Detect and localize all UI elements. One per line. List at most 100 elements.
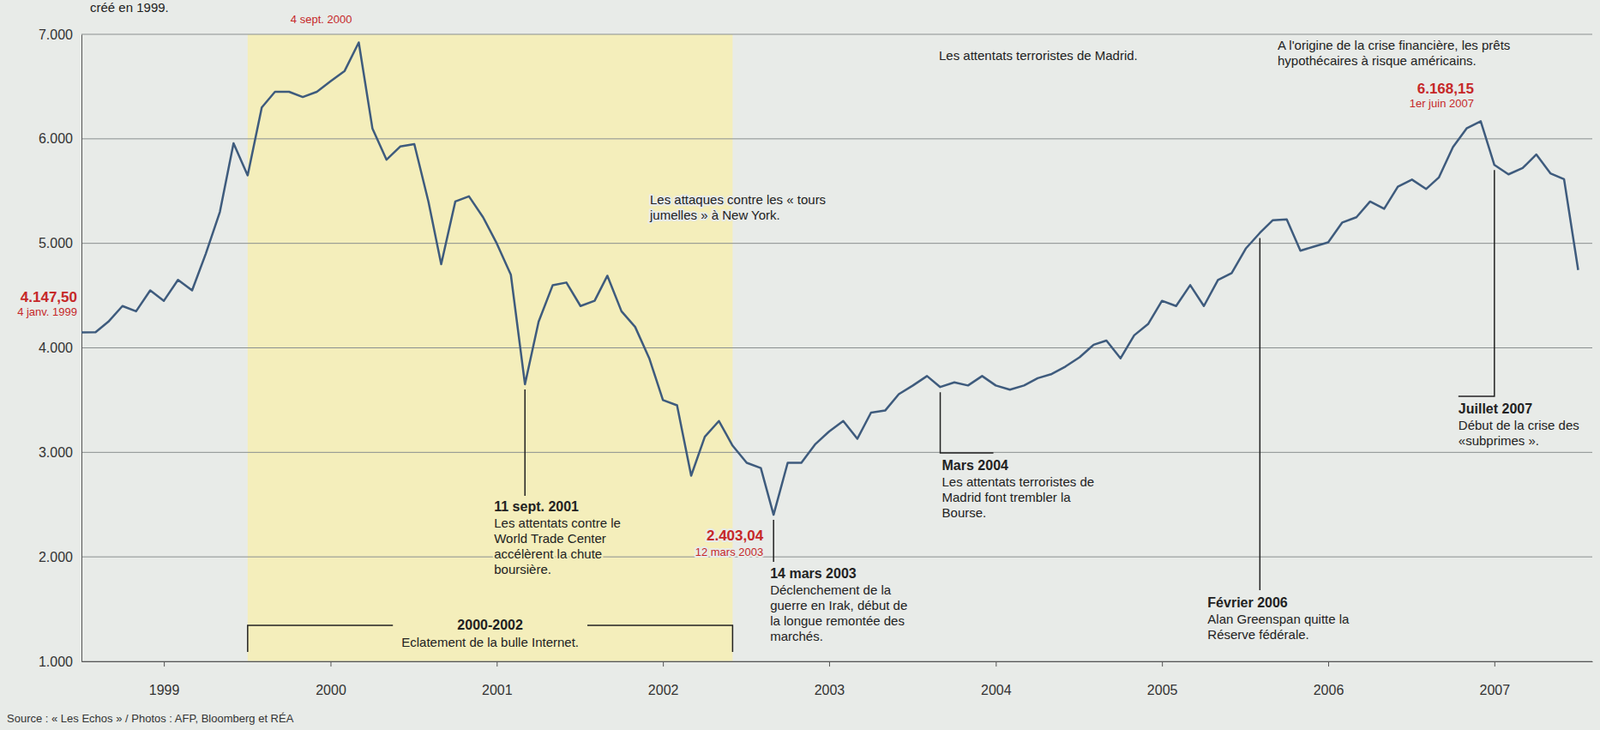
annotation-text: Les attentats contre leWorld Trade Cente… [493,515,621,577]
x-axis: 1999 2000 2001 2002 2003 2004 2005 2006 2007 [82,661,1594,698]
caption-line: Les attaques contre les « tours [649,192,826,207]
caption-line: créé en 1999. [90,0,169,15]
x-tick-label: 2003 [814,682,846,698]
y-tick: 2.000 [38,549,82,565]
x-tick-label: 2000 [315,682,347,698]
grid-line [81,451,1593,453]
caption-line: Les attentats terroristes de Madrid. [938,48,1138,63]
annotation-text: Début de la crise des«subprimes ». [1458,417,1580,448]
value-label: 6.168,15 [1417,80,1474,97]
annotation-title-line: Juillet 2007 [1458,401,1533,416]
y-tick-label: 6.000 [38,131,73,146]
grid-line [81,661,1593,662]
y-tick: 5.000 [38,235,82,251]
annotation-text: Alan Greenspan quitte laRéserve fédérale… [1207,611,1350,642]
annotation-text-line: Alan Greenspan quitte la [1207,611,1350,626]
x-tick-label: 2006 [1313,682,1345,698]
x-tick: 2004 [980,661,1012,698]
leader [772,519,775,562]
annotations: 2000-2002 Eclatement de la bulle Internet… [17,0,1580,652]
x-tick-label: 2004 [980,682,1012,698]
annotation-text-line: Les attentats terroristes de [942,474,1095,489]
x-tick: 2001 [481,661,513,698]
annotation-title-line: Mars 2004 [942,457,1009,473]
x-tick: 2007 [1479,661,1511,698]
y-tick-label: 1.000 [38,654,73,669]
background [0,0,1600,730]
annotation-title-line: Février 2006 [1207,595,1288,610]
annotation-text-line: Bourse. [942,505,987,520]
annotation-text: Déclenchement de laguerre en Irak, début… [769,582,908,644]
grid-line [81,556,1593,558]
annotation-text-line: marchés. [769,628,824,644]
index-line [81,42,1579,515]
x-tick-label: 1999 [149,682,181,698]
annotation-text-line: World Trade Center [493,530,607,546]
annotation-title: 14 mars 2003 [769,565,857,581]
caption: Les attaques contre les « toursjumelles … [649,192,826,223]
grid-line [81,34,1593,36]
y-axis: 1.000 2.000 3.000 4.000 5.000 6.000 7.000 [38,27,83,669]
y-tick-label: 4.000 [38,340,73,355]
y-tick-label: 5.000 [38,235,73,251]
annotation-text-line: la longue remontée des [769,613,905,628]
leader [1458,169,1495,397]
y-axis-line [81,35,83,662]
x-tick-mark [662,661,664,667]
annotation-text-line: guerre en Irak, début de [769,597,908,613]
annotation-text-line: Les attentats contre le [493,515,621,530]
y-tick-label: 7.000 [38,27,73,43]
period-text: Eclatement de la bulle Internet. [401,634,579,650]
x-tick-mark [163,661,165,667]
x-tick-label: 2005 [1147,682,1179,698]
y-tick: 3.000 [38,445,82,460]
grid-line [81,138,1593,139]
caption-line: A l'origine de la crise financière, les … [1277,37,1510,53]
annotation-text-line: «subprimes ». [1458,433,1540,448]
x-tick-mark [1494,661,1496,667]
leader [523,389,526,496]
value-label: 4.147,50 [20,288,78,306]
annotation-title: Juillet 2007 [1458,401,1533,416]
date-label: 12 mars 2003 [695,545,764,559]
x-axis-line [82,661,1594,662]
value-label: 2.403,04 [706,527,764,544]
annotation-text-line: accélèrent la chute [493,546,602,561]
source: Source : « Les Echos » / Photos : AFP, B… [6,711,295,725]
annotation-text: Les attentats terroristes deMadrid font … [942,474,1095,520]
x-tick-mark [1161,661,1163,667]
annotation-title: 11 sept. 2001 [493,499,579,514]
x-tick-mark [995,661,997,667]
grid [81,34,1593,662]
date-label: 1er juin 2007 [1409,96,1474,110]
annotation-text-line: Réserve fédérale. [1207,626,1309,642]
x-tick-mark [330,661,331,667]
caption-line: jumelles » à New York. [649,207,781,223]
leader [1259,237,1262,590]
y-tick: 7.000 [38,27,82,43]
y-tick: 4.000 [38,340,82,355]
x-tick-mark [496,661,498,667]
annotation-text-line: Début de la crise des [1458,417,1580,433]
y-tick: 6.000 [38,131,82,146]
date-label: 4 sept. 2000 [290,12,353,26]
period-label: 2000-2002 [457,617,524,632]
annotation-title: Février 2006 [1207,595,1288,610]
plot [81,42,1579,515]
chart: 1.000 2.000 3.000 4.000 5.000 6.000 7.000 1999 2… [0,0,1600,730]
x-tick: 2000 [315,661,347,698]
caption-line: hypothécaires à risque américains. [1277,53,1477,68]
annotation-text-line: boursière. [493,561,552,577]
period-bracket [247,625,734,652]
x-tick-mark [1328,661,1330,667]
grid-line [81,242,1593,244]
x-tick: 2006 [1313,661,1345,698]
annotation-text-line: Déclenchement de la [769,582,892,597]
annotation-title: Mars 2004 [942,457,1009,473]
leader [940,391,994,453]
caption: A l'origine de la crise financière, les … [1277,37,1510,68]
caption: Les attentats terroristes de Madrid. [938,48,1138,63]
x-tick-mark [829,661,831,667]
annotation-title-line: 14 mars 2003 [769,565,857,581]
x-tick: 2002 [648,661,680,698]
